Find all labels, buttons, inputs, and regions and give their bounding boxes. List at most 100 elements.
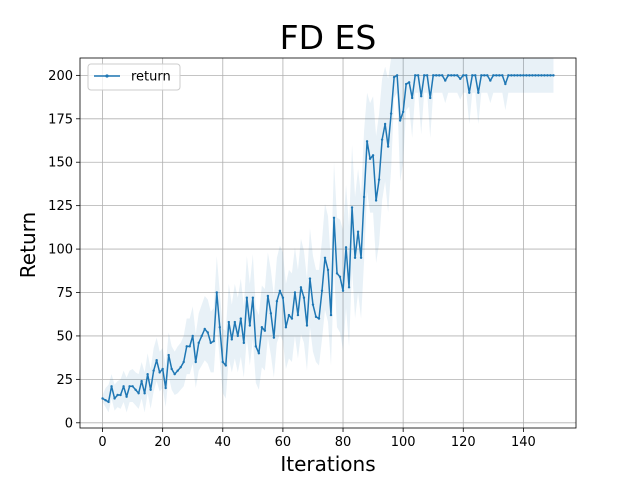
data-point bbox=[134, 388, 137, 391]
data-point bbox=[392, 75, 396, 79]
data-point bbox=[188, 345, 191, 348]
y-axis-label: Return bbox=[16, 212, 40, 278]
data-point bbox=[107, 400, 110, 404]
data-point bbox=[104, 399, 107, 402]
data-point bbox=[194, 360, 197, 364]
x-tick-label: 20 bbox=[154, 435, 171, 450]
data-point bbox=[347, 286, 351, 289]
data-point bbox=[317, 317, 321, 320]
data-point bbox=[281, 296, 285, 299]
data-point bbox=[113, 397, 116, 400]
data-point bbox=[501, 74, 504, 77]
data-point bbox=[221, 360, 224, 364]
data-point bbox=[465, 74, 468, 77]
data-point bbox=[344, 246, 348, 249]
data-point bbox=[374, 199, 378, 202]
data-point bbox=[416, 74, 420, 77]
data-point bbox=[453, 74, 456, 77]
data-point bbox=[248, 324, 252, 327]
data-point bbox=[158, 371, 161, 374]
data-point bbox=[275, 299, 279, 303]
data-point bbox=[302, 296, 306, 299]
data-point bbox=[119, 393, 122, 397]
data-point bbox=[341, 289, 345, 292]
data-point bbox=[459, 77, 462, 81]
data-point bbox=[167, 353, 170, 357]
data-point bbox=[413, 74, 417, 77]
data-point bbox=[230, 338, 234, 341]
data-point bbox=[110, 385, 113, 388]
data-point bbox=[131, 385, 134, 388]
data-point bbox=[516, 74, 519, 77]
data-point bbox=[432, 74, 435, 77]
data-point bbox=[335, 272, 339, 275]
data-point bbox=[441, 74, 444, 77]
data-point bbox=[179, 366, 182, 369]
data-point bbox=[128, 385, 131, 388]
data-point bbox=[531, 74, 534, 77]
data-point bbox=[471, 74, 474, 77]
chart-title: FD ES bbox=[280, 18, 377, 57]
y-tick-label: 25 bbox=[56, 373, 73, 388]
x-tick-label: 120 bbox=[451, 435, 476, 450]
data-point bbox=[377, 178, 381, 181]
data-point bbox=[269, 312, 273, 315]
data-point bbox=[305, 324, 309, 327]
data-point bbox=[332, 216, 336, 220]
data-point bbox=[483, 74, 486, 77]
data-point bbox=[359, 256, 363, 259]
data-point bbox=[140, 379, 143, 383]
data-point bbox=[170, 367, 173, 371]
data-point bbox=[507, 74, 510, 77]
data-point bbox=[492, 74, 495, 77]
legend: return bbox=[87, 63, 181, 91]
x-tick-label: 0 bbox=[98, 435, 106, 450]
data-point bbox=[525, 74, 528, 77]
data-point bbox=[543, 74, 546, 77]
x-tick-label: 40 bbox=[215, 435, 232, 450]
data-point bbox=[143, 392, 146, 395]
data-point bbox=[365, 140, 369, 143]
data-point bbox=[456, 74, 459, 77]
data-point bbox=[534, 74, 537, 77]
y-tick-label: 100 bbox=[48, 243, 73, 258]
data-point bbox=[182, 360, 185, 364]
data-point bbox=[161, 367, 164, 371]
data-point bbox=[209, 341, 212, 345]
data-point bbox=[389, 112, 393, 115]
data-point bbox=[422, 74, 426, 77]
data-point bbox=[447, 74, 450, 77]
data-point bbox=[504, 82, 507, 86]
data-point bbox=[528, 74, 531, 77]
data-point bbox=[522, 74, 525, 77]
data-point bbox=[444, 79, 447, 82]
data-point bbox=[290, 317, 294, 320]
data-point bbox=[489, 79, 492, 82]
data-point bbox=[435, 74, 438, 77]
data-point bbox=[371, 154, 375, 157]
x-tick-label: 80 bbox=[335, 435, 352, 450]
data-point bbox=[203, 327, 206, 331]
legend-label-return: return bbox=[131, 70, 171, 85]
data-point bbox=[101, 397, 104, 400]
data-point bbox=[284, 326, 288, 329]
data-point bbox=[146, 372, 149, 376]
data-point bbox=[419, 95, 423, 98]
data-point bbox=[263, 329, 267, 332]
data-point bbox=[239, 317, 243, 320]
data-point bbox=[137, 392, 140, 395]
y-tick-label: 50 bbox=[56, 329, 73, 344]
data-point bbox=[173, 372, 176, 376]
data-point bbox=[185, 345, 188, 348]
data-point bbox=[537, 74, 540, 77]
data-point bbox=[356, 230, 360, 233]
series-layer bbox=[101, 74, 555, 404]
data-point bbox=[546, 74, 549, 77]
data-point bbox=[510, 74, 513, 77]
data-point bbox=[386, 145, 390, 148]
x-tick-label: 100 bbox=[391, 435, 416, 450]
data-point bbox=[224, 364, 227, 367]
data-point bbox=[338, 275, 342, 279]
data-point bbox=[480, 74, 483, 77]
